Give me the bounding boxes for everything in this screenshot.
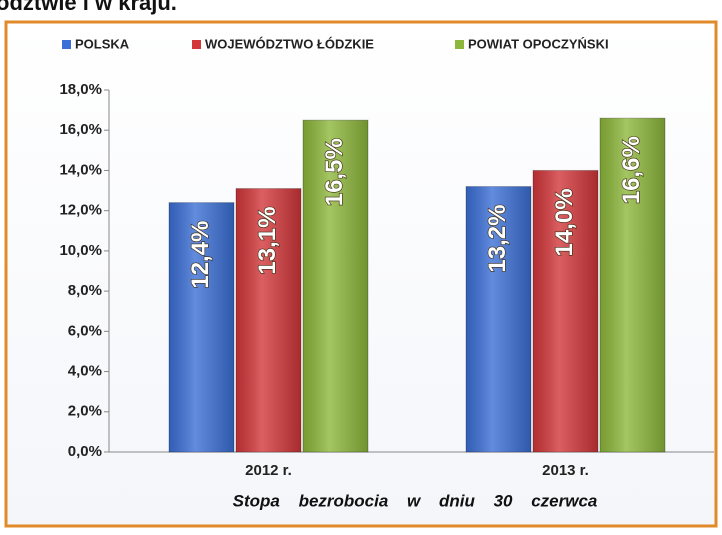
- bar-shine: [466, 186, 531, 453]
- y-tick-label: 6,0%: [68, 322, 102, 339]
- legend-swatch: [455, 40, 464, 49]
- y-tick-label: 16,0%: [59, 121, 102, 138]
- heading: odztwie i w kraju.: [0, 0, 177, 15]
- y-tick-label: 8,0%: [68, 282, 102, 299]
- legend-swatch: [192, 40, 201, 49]
- y-tick-label: 14,0%: [59, 161, 102, 178]
- bar-shine: [236, 188, 301, 453]
- y-tick-label: 2,0%: [68, 403, 102, 420]
- value-label: 13,1%: [254, 207, 281, 275]
- value-label: 13,2%: [484, 205, 511, 273]
- bar-shine: [303, 120, 368, 453]
- x-axis-label: Stopa bezrobocia w dniu 30 czerwca: [233, 491, 598, 510]
- value-label: 14,0%: [551, 188, 578, 256]
- legend-swatch: [62, 40, 71, 49]
- bar-shine: [600, 118, 665, 453]
- value-label: 16,5%: [321, 138, 348, 206]
- value-label: 12,4%: [187, 221, 214, 289]
- value-label: 16,6%: [618, 136, 645, 204]
- x-tick-label: 2013 r.: [542, 462, 589, 479]
- x-tick-label: 2012 r.: [245, 462, 292, 479]
- y-tick-label: 18,0%: [59, 81, 102, 98]
- bar-shine: [533, 170, 598, 452]
- y-tick-label: 10,0%: [59, 242, 102, 259]
- y-tick-label: 0,0%: [68, 443, 102, 460]
- y-tick-label: 12,0%: [59, 202, 102, 219]
- legend-label: POLSKA: [75, 36, 130, 51]
- bar-shine: [169, 202, 234, 452]
- legend-label: WOJEWÓDZTWO ŁÓDZKIE: [205, 36, 374, 51]
- legend-label: POWIAT OPOCZYŃSKI: [468, 36, 609, 51]
- y-tick-label: 4,0%: [68, 363, 102, 380]
